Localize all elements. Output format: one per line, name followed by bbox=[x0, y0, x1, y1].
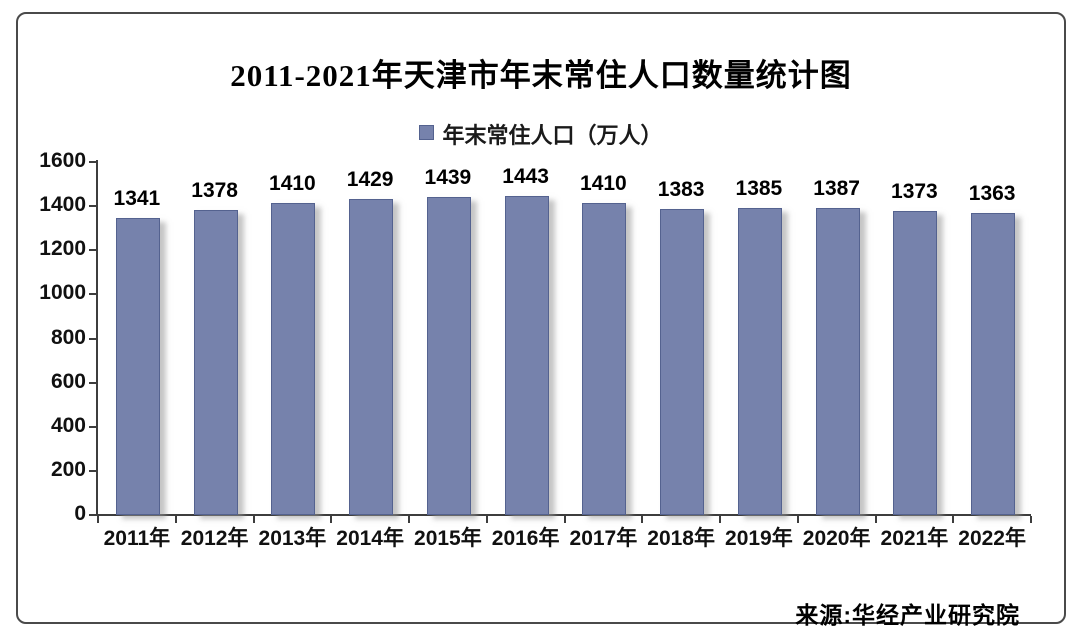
bar-2012年 bbox=[193, 209, 238, 515]
bar-value-label: 1373 bbox=[891, 180, 938, 204]
x-axis-tick bbox=[97, 516, 99, 523]
bar-2014年 bbox=[349, 198, 394, 515]
y-axis-tick-label: 1400 bbox=[39, 193, 86, 217]
x-axis-tick bbox=[563, 516, 566, 523]
y-axis-tick bbox=[89, 337, 96, 340]
x-axis-tick bbox=[330, 516, 333, 523]
x-axis-category-label: 2011年 bbox=[103, 527, 171, 550]
x-axis-tick bbox=[641, 516, 644, 523]
x-axis-category-label: 2020年 bbox=[802, 527, 871, 550]
x-axis-tick bbox=[485, 516, 488, 523]
bar-value-label: 1439 bbox=[424, 165, 472, 189]
bar-value-label: 1383 bbox=[657, 177, 705, 201]
bar-value-label: 1387 bbox=[813, 176, 860, 200]
bar-2017年 bbox=[582, 202, 627, 515]
bar-value-label: 1378 bbox=[191, 178, 238, 202]
y-axis-line bbox=[96, 160, 98, 514]
x-axis-category-label: 2021年 bbox=[880, 527, 949, 550]
bar-2013年 bbox=[271, 202, 316, 515]
x-axis-tick bbox=[719, 516, 721, 523]
bar-2021年 bbox=[893, 211, 938, 515]
y-axis-tick bbox=[89, 469, 96, 472]
bar-2022年 bbox=[971, 213, 1016, 515]
bar-value-label: 1341 bbox=[113, 187, 161, 211]
y-axis-tick bbox=[89, 425, 96, 428]
bar-value-label: 1429 bbox=[346, 167, 394, 191]
x-axis-category-label: 2019年 bbox=[725, 527, 793, 550]
legend: 年末常住人口（万人） bbox=[18, 118, 1064, 150]
y-axis-tick bbox=[89, 381, 96, 384]
x-axis-category-label: 2016年 bbox=[491, 527, 560, 550]
y-axis-tick-label: 1600 bbox=[39, 149, 86, 172]
y-axis-tick bbox=[89, 514, 96, 516]
x-axis-tick bbox=[174, 516, 177, 523]
x-axis-category-label: 2017年 bbox=[569, 527, 638, 550]
bar-value-label: 1363 bbox=[968, 182, 1016, 206]
bar-2016年 bbox=[504, 195, 549, 515]
bar-value-label: 1410 bbox=[269, 171, 316, 195]
y-axis-tick-label: 0 bbox=[74, 502, 86, 525]
y-axis-tick-label: 1000 bbox=[39, 281, 86, 305]
y-axis-tick-label: 200 bbox=[50, 457, 86, 481]
x-axis-category-label: 2013年 bbox=[258, 527, 327, 550]
y-axis-tick-label: 400 bbox=[50, 413, 86, 437]
y-axis-tick-label: 600 bbox=[50, 369, 86, 393]
bar-2011年 bbox=[115, 218, 160, 515]
y-axis-tick-label: 800 bbox=[50, 325, 86, 349]
chart-frame: 2011-2021年天津市年末常住人口数量统计图 年末常住人口（万人） 0 200… bbox=[16, 12, 1066, 628]
x-axis-category-label: 2022年 bbox=[958, 527, 1026, 550]
x-axis-tick bbox=[252, 516, 255, 523]
legend-swatch-icon bbox=[419, 124, 435, 140]
x-axis-tick bbox=[796, 516, 799, 523]
y-axis-tick-label: 1200 bbox=[39, 237, 86, 261]
bar-value-label: 1410 bbox=[580, 171, 627, 195]
x-axis-tick bbox=[874, 516, 877, 523]
source-attribution: 来源:华经产业研究院 bbox=[795, 602, 1020, 628]
y-axis-tick bbox=[89, 161, 96, 163]
x-axis-category-label: 2012年 bbox=[180, 527, 249, 550]
chart-title: 2011-2021年天津市年末常住人口数量统计图 bbox=[230, 58, 852, 93]
y-axis-tick bbox=[89, 293, 96, 296]
bar-2020年 bbox=[815, 207, 860, 515]
x-axis-tick bbox=[952, 516, 955, 523]
bar-2018年 bbox=[660, 208, 705, 515]
x-axis-category-label: 2014年 bbox=[336, 527, 404, 550]
plot-area: 0 200 400 600 800 1000 1200 1400 1600 1341 2011年 13… bbox=[18, 14, 1064, 622]
bar-value-label: 1443 bbox=[502, 164, 549, 188]
x-axis-category-label: 2015年 bbox=[414, 527, 482, 550]
y-axis-tick bbox=[89, 205, 96, 208]
legend-label: 年末常住人口（万人） bbox=[442, 123, 663, 148]
x-axis-line bbox=[96, 514, 1031, 516]
y-axis-tick bbox=[89, 249, 96, 252]
x-axis-category-label: 2018年 bbox=[647, 527, 715, 550]
bar-value-label: 1385 bbox=[735, 177, 783, 201]
bar-2015年 bbox=[426, 196, 471, 515]
x-axis-tick bbox=[1030, 516, 1032, 523]
x-axis-tick bbox=[408, 516, 410, 523]
bar-2019年 bbox=[737, 208, 782, 515]
